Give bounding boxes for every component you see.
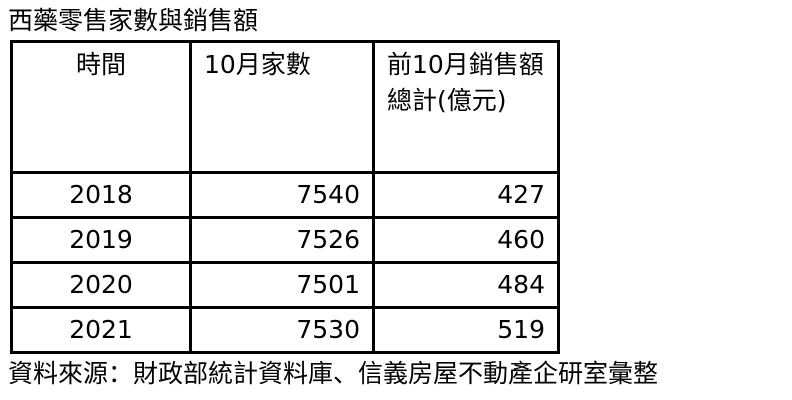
cell-store-count: 7501 [189, 261, 375, 309]
header-row: 時間 10月家數 前10月銷售額總計(億元) [10, 40, 560, 174]
cell-store-count: 7530 [189, 306, 375, 354]
cell-store-count: 7540 [189, 171, 375, 219]
cell-year: 2021 [10, 306, 192, 354]
table-row: 2020 7501 484 [10, 261, 560, 309]
cell-store-count: 7526 [189, 216, 375, 264]
header-store-count: 10月家數 [189, 40, 375, 174]
source-note: 資料來源：財政部統計資料庫、信義房屋不動產企研室彙整 [8, 359, 659, 388]
cell-year: 2019 [10, 216, 192, 264]
cell-year: 2018 [10, 171, 192, 219]
table-title: 西藥零售家數與銷售額 [8, 6, 259, 35]
header-sales-total: 前10月銷售額總計(億元) [372, 40, 560, 174]
cell-sales-total: 427 [372, 171, 560, 219]
cell-sales-total: 460 [372, 216, 560, 264]
cell-sales-total: 484 [372, 261, 560, 309]
table-row: 2019 7526 460 [10, 216, 560, 264]
table-row: 2018 7540 427 [10, 171, 560, 219]
cell-sales-total: 519 [372, 306, 560, 354]
header-period: 時間 [10, 40, 192, 174]
cell-year: 2020 [10, 261, 192, 309]
data-table: 時間 10月家數 前10月銷售額總計(億元) 2018 7540 427 2019 75… [10, 40, 560, 354]
table-row: 2021 7530 519 [10, 306, 560, 354]
